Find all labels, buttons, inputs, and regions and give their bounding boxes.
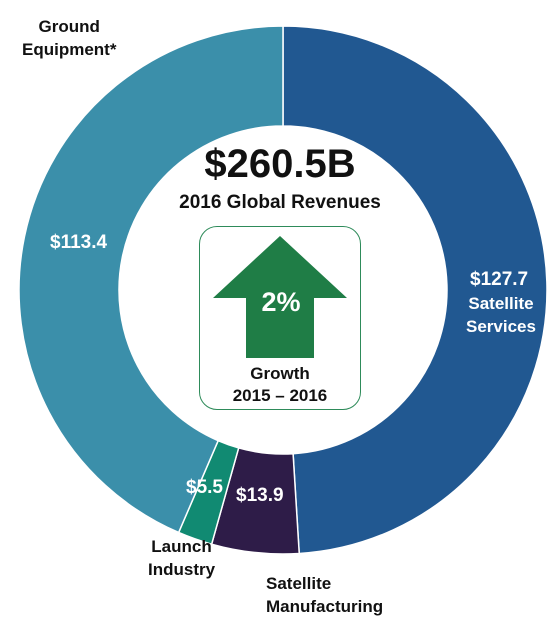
value-label-launch-industry: $5.5 [186,477,223,498]
value-label-satellite-services: $127.7 [470,269,529,290]
total-revenue: $260.5B [204,142,356,186]
growth-percentage: 2% [261,287,301,317]
category-label-ground-equipment: Ground Equipment* [22,17,117,59]
growth-label-line1: Growth [250,364,310,383]
value-label-satellite-manufacturing: $13.9 [236,485,284,506]
category-label-launch-industry: Launch Industry [148,537,216,579]
growth-label-line2: 2015 – 2016 [232,386,328,405]
slice-satellite-services [282,25,548,555]
donut-slices [18,25,548,555]
growth-panel [199,226,361,410]
value-label-ground-equipment: $113.4 [50,232,108,253]
category-label-satellite-services: Satellite Services [466,294,536,336]
growth-arrow-icon [213,236,347,358]
growth-label: Growth 2015 – 2016 [200,363,360,407]
chart-caption: 2016 Global Revenues [179,192,381,213]
slice-ground-equipment [18,25,284,534]
category-label-satellite-manufacturing: Satellite Manufacturing [266,574,384,616]
